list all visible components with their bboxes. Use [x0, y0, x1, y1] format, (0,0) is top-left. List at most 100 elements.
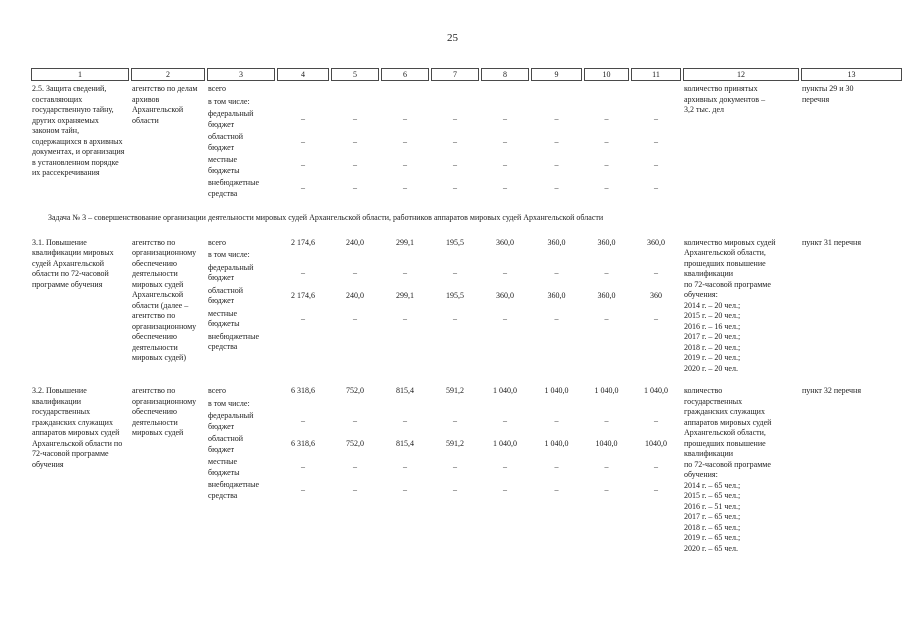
- budget-sub-row: федеральный бюджет – – – – – – – –: [206, 109, 682, 130]
- value-cell: –: [554, 485, 559, 495]
- budget-sub-row: внебюджетные средства: [206, 332, 682, 353]
- value-cell: –: [654, 313, 658, 323]
- value-cell: –: [654, 462, 658, 472]
- value-cell: 1 040,0: [544, 386, 569, 395]
- value-cell: –: [403, 462, 407, 472]
- budget-sub-row: местные бюджеты – – – – – – – –: [206, 457, 682, 478]
- budget-sub-row: внебюджетные средства – – – – – – – –: [206, 480, 682, 501]
- value-cell: –: [301, 462, 305, 472]
- row-title: 3.1. Повышение квалификации мировых суде…: [32, 237, 114, 289]
- row-budget-table: всего 6 318,6 752,0 815,4 591,2 1 040,0 …: [206, 386, 682, 503]
- value-cell: –: [554, 114, 559, 124]
- value-cell: –: [654, 114, 658, 124]
- budget-line-label: областной бюджет: [208, 434, 244, 454]
- row-title: 3.2. Повышение квалификации государствен…: [32, 386, 123, 469]
- value-cell: –: [353, 462, 357, 472]
- value-cell: 299,1: [396, 237, 414, 247]
- value-cell: –: [503, 485, 507, 495]
- value-cell: –: [503, 183, 507, 193]
- value-cell: 1040,0: [645, 439, 667, 449]
- value-cell: –: [654, 267, 658, 277]
- value-cell: –: [554, 137, 559, 147]
- main-table: 1 2 3 4 5 6 7 8 9 10 11 12 13: [30, 68, 905, 554]
- budget-line-label: федеральный бюджет: [208, 411, 254, 431]
- value-cell: –: [604, 485, 609, 495]
- budget-line-label: местные бюджеты: [208, 155, 240, 175]
- value-cell: –: [503, 160, 507, 170]
- value-cell: –: [604, 313, 609, 323]
- budget-line-label: внебюджетные средства: [208, 178, 259, 198]
- value-cell: 752,0: [346, 386, 364, 395]
- value-cell: 360,0: [597, 237, 616, 247]
- value-cell: –: [453, 160, 457, 170]
- value-cell: –: [554, 267, 559, 277]
- value-cell: –: [403, 160, 407, 170]
- document-page: 25 1 2 3 4 5 6 7 8 9 10 11 12 13: [30, 32, 905, 554]
- value-cell: –: [453, 485, 457, 495]
- table-header-cell: 7: [431, 68, 479, 81]
- value-cell: –: [503, 137, 507, 147]
- budget-line-label: местные бюджеты: [208, 308, 240, 329]
- table-header-cell: 3: [207, 68, 275, 81]
- value-cell: –: [301, 267, 305, 277]
- table-row-block: 3.2. Повышение квалификации государствен…: [30, 386, 905, 554]
- table-header-cell: 11: [631, 68, 681, 81]
- value-cell: 591,2: [446, 439, 464, 449]
- budget-line-label: местные бюджеты: [208, 457, 240, 477]
- table-header-row: 1 2 3 4 5 6 7 8 9 10 11 12 13: [30, 68, 905, 81]
- table-header-cell: 13: [801, 68, 902, 81]
- budget-sub-row: всего 6 318,6 752,0 815,4 591,2 1 040,0 …: [206, 386, 682, 397]
- value-cell: 1 040,0: [493, 386, 517, 395]
- budget-line-label: в том числе:: [208, 96, 250, 106]
- value-cell: –: [353, 183, 357, 193]
- budget-sub-row: в том числе:: [206, 399, 682, 410]
- value-cell: –: [353, 416, 357, 426]
- budget-sub-row: областной бюджет 6 318,6 752,0 815,4 591…: [206, 434, 682, 455]
- budget-sub-row: областной бюджет – – – – – – – –: [206, 132, 682, 153]
- value-cell: 1 040,0: [644, 386, 668, 395]
- value-cell: –: [554, 160, 559, 170]
- value-cell: 195,5: [446, 237, 464, 247]
- value-cell: 360,0: [597, 290, 616, 300]
- budget-line-label: всего: [208, 386, 227, 395]
- value-cell: –: [604, 160, 609, 170]
- value-cell: –: [503, 267, 507, 277]
- value-cell: 240,0: [346, 237, 364, 247]
- value-cell: –: [403, 313, 407, 323]
- value-cell: –: [604, 114, 609, 124]
- budget-line-label: всего: [208, 237, 227, 247]
- table-row-block: 2.5. Защита сведений, составляющих госуд…: [30, 84, 905, 201]
- value-cell: –: [604, 416, 609, 426]
- row-reference: пункт 32 перечня: [802, 386, 862, 395]
- value-cell: –: [301, 114, 305, 124]
- value-cell: 815,4: [396, 386, 414, 395]
- task-heading: Задача № 3 – совершенствование организац…: [48, 213, 604, 222]
- budget-sub-row: федеральный бюджет – – – – – – – –: [206, 411, 682, 432]
- value-cell: –: [403, 183, 407, 193]
- page-number: 25: [447, 32, 458, 44]
- value-cell: –: [403, 267, 407, 277]
- table-header-cell: 1: [31, 68, 129, 81]
- value-cell: 360,0: [496, 290, 514, 300]
- value-cell: –: [654, 160, 658, 170]
- value-cell: –: [301, 416, 305, 426]
- value-cell: –: [654, 485, 658, 495]
- value-cell: 299,1: [396, 290, 414, 300]
- table-row: 3.1. Повышение квалификации мировых суде…: [30, 238, 905, 375]
- value-cell: 1 040,0: [544, 439, 569, 449]
- budget-line-label: в том числе:: [208, 398, 250, 408]
- value-cell: 240,0: [346, 290, 364, 300]
- value-cell: –: [554, 183, 559, 193]
- value-cell: –: [604, 462, 609, 472]
- row-title: 2.5. Защита сведений, составляющих госуд…: [32, 84, 125, 177]
- value-cell: –: [301, 160, 305, 170]
- value-cell: 1040,0: [595, 439, 618, 449]
- value-cell: –: [353, 137, 357, 147]
- row-executor: агентство по организационному обеспечени…: [132, 386, 197, 437]
- budget-sub-row: внебюджетные средства – – – – – – – –: [206, 178, 682, 199]
- value-cell: –: [353, 160, 357, 170]
- table-header-cell: 10: [584, 68, 629, 81]
- value-cell: –: [503, 462, 507, 472]
- budget-line-label: областной бюджет: [208, 132, 244, 152]
- budget-line-label: всего: [208, 84, 227, 93]
